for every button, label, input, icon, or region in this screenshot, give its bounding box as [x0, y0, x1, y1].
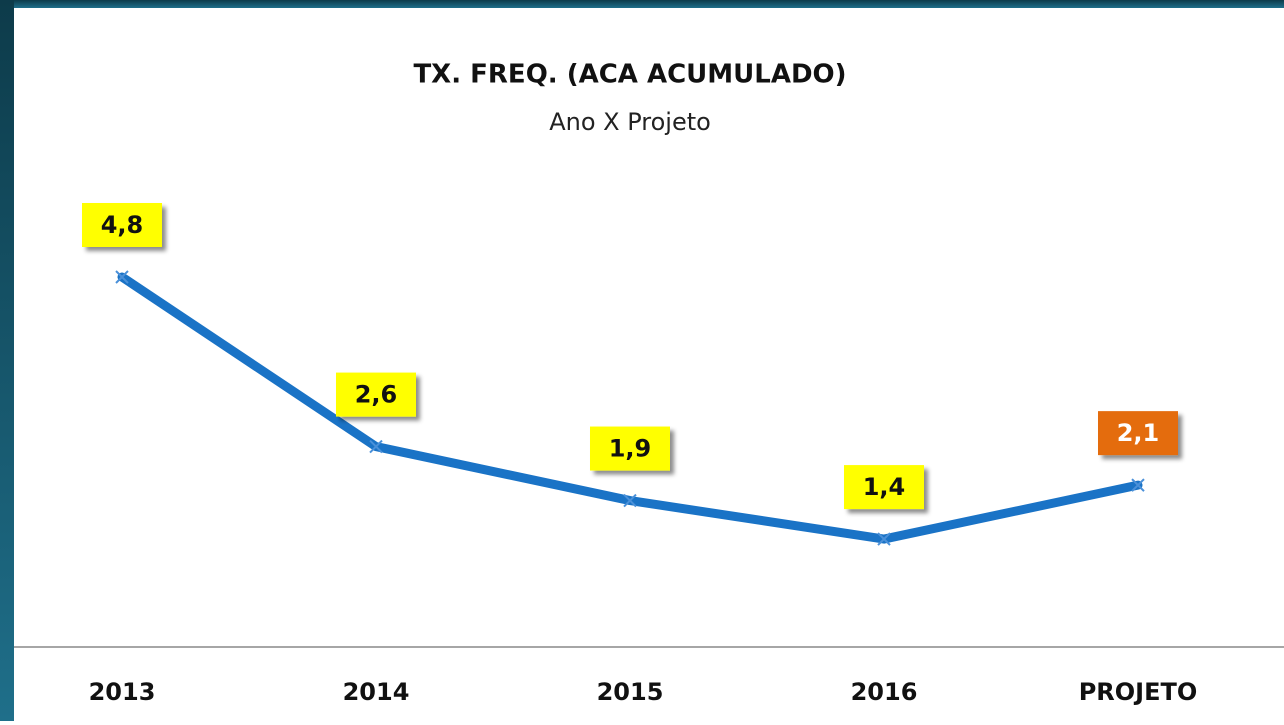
point-marker: [115, 270, 129, 284]
top-edge: [0, 0, 1284, 8]
value-label: 4,8: [101, 211, 144, 239]
value-label: 2,1: [1117, 419, 1160, 447]
chart-subtitle: Ano X Projeto: [549, 108, 711, 136]
value-label-box: [590, 426, 670, 471]
x-tick-label: PROJETO: [1079, 678, 1198, 706]
chart-title: TX. FREQ. (ACA ACUMULADO): [413, 60, 846, 90]
value-label: 2,6: [355, 381, 398, 409]
x-tick-label: 2015: [597, 678, 664, 706]
point-marker: [877, 532, 891, 546]
value-label-box: [82, 203, 162, 247]
value-label: 1,9: [609, 435, 652, 463]
x-tick-label: 2014: [343, 678, 410, 706]
x-tick-label: 2013: [89, 678, 156, 706]
value-label: 1,4: [863, 473, 906, 501]
value-label-box: [844, 465, 924, 510]
value-label-box: [1098, 411, 1178, 456]
point-marker: [369, 439, 383, 454]
point-marker: [1131, 478, 1145, 492]
point-marker: [623, 493, 637, 508]
x-tick-label: 2016: [851, 678, 918, 706]
value-label-box: [336, 372, 416, 417]
left-edge: [0, 0, 14, 721]
